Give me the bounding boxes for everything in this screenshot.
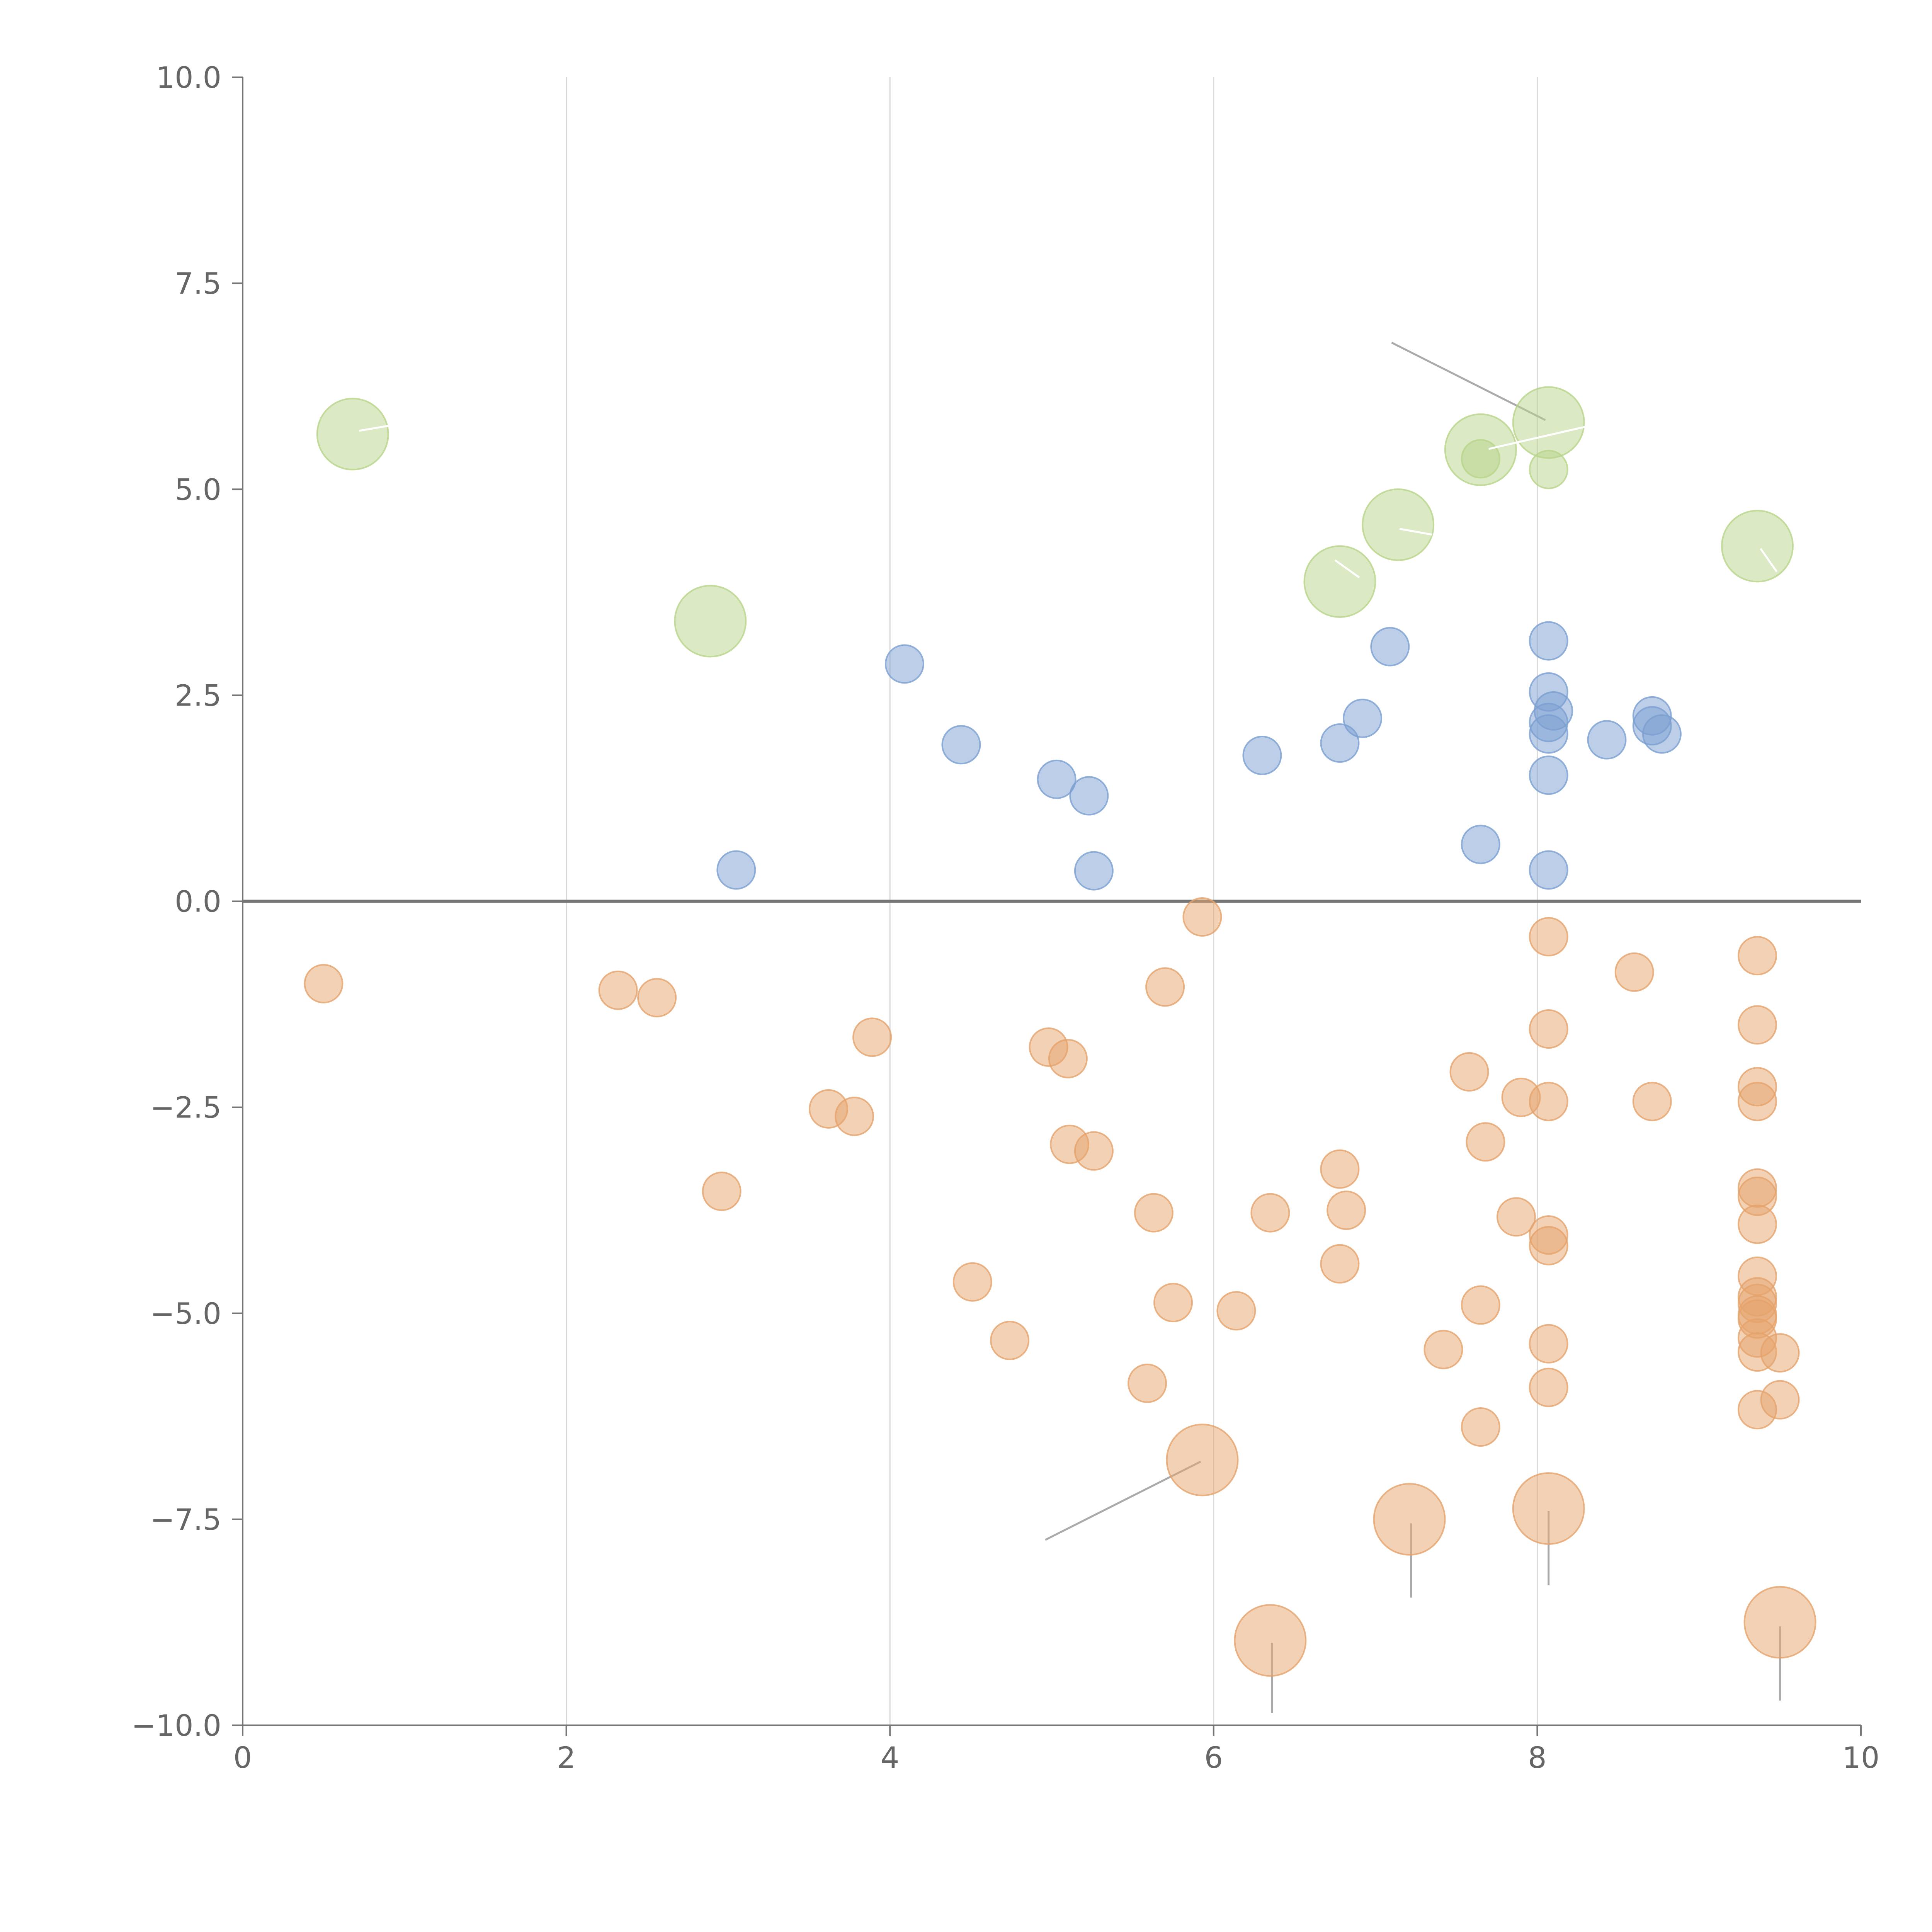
point-positive-15: [1529, 714, 1568, 754]
point-negative-16: [1153, 1283, 1193, 1323]
point-negative-27: [1466, 1122, 1505, 1162]
y-tick-label: −10.0: [131, 1708, 221, 1743]
point-negative-28: [1496, 1197, 1536, 1237]
point-negative-14: [1134, 1193, 1173, 1233]
point-negative-21: [1320, 1244, 1360, 1284]
point-negative-37: [1614, 952, 1654, 992]
label-mark-3: [1488, 425, 1586, 450]
point-positive-0: [716, 850, 756, 890]
point-highlighted-negative-4: [1743, 1586, 1816, 1659]
point-negative-13: [1128, 1364, 1167, 1403]
y-tick-label: −7.5: [150, 1502, 221, 1537]
x-tick-label: 2: [557, 1740, 575, 1775]
point-negative-36: [1529, 1367, 1568, 1407]
point-highlighted-negative-1: [1234, 1604, 1307, 1677]
y-tick-label: −2.5: [150, 1090, 221, 1125]
point-positive-10: [1461, 825, 1500, 864]
point-highlighted-positive-5: [1512, 386, 1585, 459]
point-negative-12: [1074, 1131, 1114, 1171]
x-tick-label: 0: [233, 1740, 252, 1775]
point-highlighted-positive-small-0: [1461, 439, 1500, 479]
point-negative-35: [1529, 1324, 1568, 1364]
point-highlighted-negative-0: [1166, 1423, 1239, 1497]
point-negative-17: [1182, 897, 1222, 937]
point-negative-54: [1760, 1333, 1800, 1373]
point-negative-2: [637, 978, 677, 1018]
point-negative-38: [1632, 1082, 1672, 1121]
point-negative-15: [1145, 967, 1185, 1007]
y-tick-label: 10.0: [156, 60, 221, 95]
point-positive-18: [1587, 720, 1627, 760]
x-tick-label: 10: [1842, 1740, 1880, 1775]
point-negative-19: [1250, 1193, 1290, 1233]
point-highlighted-positive-small-1: [1529, 450, 1568, 490]
point-highlighted-negative-3: [1512, 1472, 1585, 1545]
point-positive-17: [1529, 850, 1568, 890]
point-negative-34: [1529, 1226, 1568, 1265]
label-mark-0: [359, 425, 389, 432]
tick-labels: 0 2 4 6 8 10 10.0 7.5 5.0 2.5 0.0 −2.5 −5.0 −7.5 −10.0: [131, 60, 1879, 1775]
point-positive-9: [1370, 627, 1410, 667]
point-negative-45: [1737, 1204, 1777, 1244]
point-negative-6: [852, 1017, 892, 1057]
point-negative-32: [1529, 1082, 1568, 1121]
y-tick-label: 5.0: [175, 472, 221, 507]
point-highlighted-positive-1: [674, 585, 747, 658]
point-highlighted-positive-0: [316, 398, 389, 471]
point-negative-18: [1216, 1291, 1256, 1331]
point-negative-42: [1737, 1082, 1777, 1121]
point-positive-1: [884, 644, 924, 684]
axes: [232, 77, 1862, 1736]
point-positive-7: [1320, 723, 1360, 763]
y-tick-label: 0.0: [175, 884, 221, 919]
point-positive-5: [1074, 851, 1114, 891]
data-points: [304, 386, 1816, 1677]
point-highlighted-positive-2: [1303, 545, 1376, 618]
point-negative-10: [1048, 1039, 1088, 1078]
point-highlighted-positive-3: [1362, 488, 1435, 561]
point-highlighted-positive-6: [1721, 510, 1794, 583]
point-positive-2: [941, 725, 981, 765]
y-tick-label: −5.0: [150, 1296, 221, 1331]
point-negative-26: [1461, 1407, 1500, 1447]
point-positive-21: [1642, 714, 1682, 754]
point-negative-20: [1320, 1149, 1360, 1189]
point-negative-55: [1760, 1380, 1800, 1420]
label-mark-2: [1399, 528, 1432, 536]
point-positive-3: [1037, 759, 1077, 799]
point-positive-8: [1343, 699, 1383, 738]
point-negative-30: [1529, 917, 1568, 957]
point-positive-4: [1069, 776, 1109, 816]
x-tick-label: 6: [1204, 1740, 1223, 1775]
point-negative-1: [598, 970, 638, 1010]
point-negative-7: [952, 1262, 992, 1302]
point-negative-3: [702, 1172, 742, 1211]
point-negative-31: [1529, 1009, 1568, 1049]
point-positive-16: [1529, 755, 1568, 795]
point-negative-39: [1737, 936, 1777, 976]
y-tick-label: 2.5: [175, 678, 221, 713]
point-negative-5: [835, 1097, 874, 1136]
point-positive-11: [1529, 621, 1568, 661]
point-negative-0: [304, 964, 344, 1003]
label-marks: [359, 425, 1778, 578]
point-highlighted-negative-2: [1373, 1483, 1446, 1556]
point-negative-24: [1449, 1052, 1489, 1092]
point-negative-40: [1737, 1005, 1777, 1045]
x-tick-label: 8: [1528, 1740, 1546, 1775]
label-mark-4: [1760, 548, 1778, 572]
point-negative-8: [990, 1321, 1030, 1361]
y-tick-label: 7.5: [175, 266, 221, 301]
point-positive-6: [1242, 736, 1282, 776]
x-tick-label: 4: [881, 1740, 899, 1775]
point-negative-25: [1461, 1285, 1500, 1325]
point-negative-23: [1423, 1330, 1463, 1369]
point-negative-22: [1327, 1190, 1366, 1230]
label-mark-1: [1334, 559, 1360, 578]
